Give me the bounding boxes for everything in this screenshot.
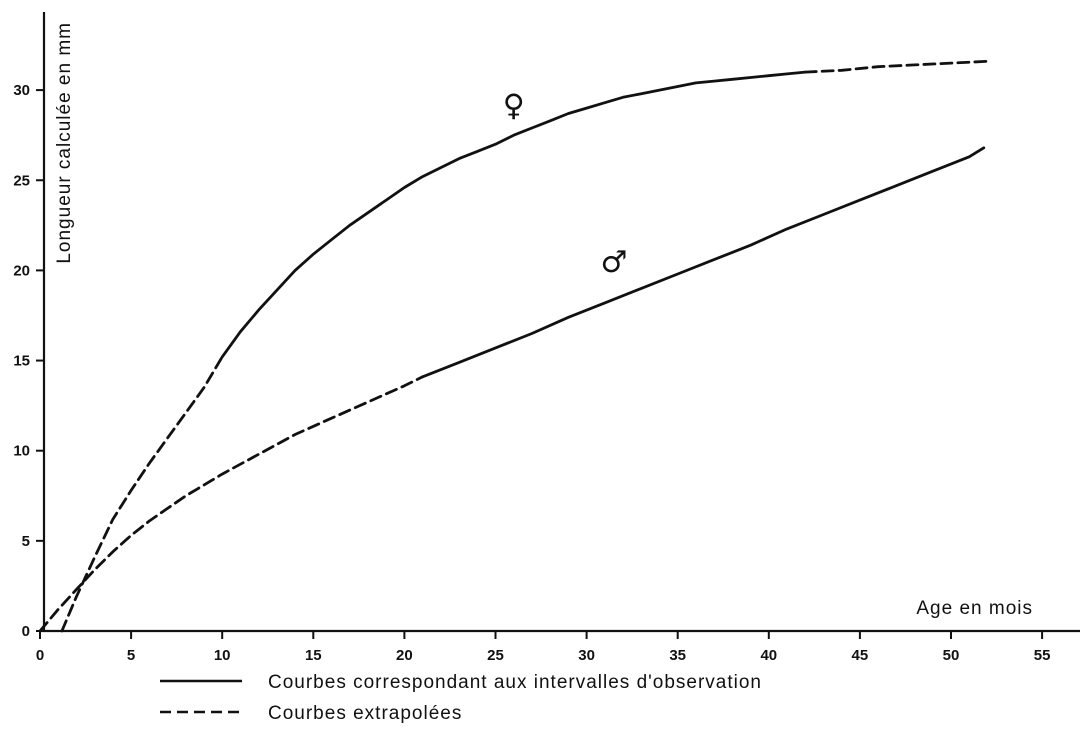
- legend: Courbes correspondant aux intervalles d'…: [160, 672, 762, 724]
- axes: [40, 12, 1080, 633]
- annotations: ♀♂: [503, 88, 628, 280]
- female-curve-dashed-segment-2: [803, 59, 989, 74]
- x-tick-label: 55: [1034, 647, 1051, 664]
- legend-label-extrapolated: Courbes extrapolées: [268, 703, 462, 724]
- y-tick-label: 5: [22, 533, 30, 550]
- male-symbol-label: ♂: [600, 245, 627, 280]
- x-tick-label: 30: [578, 647, 595, 664]
- x-tick-label: 45: [852, 647, 869, 664]
- x-tick-label: 20: [396, 647, 413, 664]
- x-tick-label: 15: [305, 647, 322, 664]
- x-tick-label: 40: [760, 647, 777, 664]
- x-tick-label: 5: [127, 647, 135, 664]
- x-tick-label: 10: [214, 647, 231, 664]
- male-curve-dashed-segment-0: [38, 375, 424, 633]
- curves: [38, 59, 989, 633]
- y-tick-label: 20: [13, 262, 30, 279]
- y-tick-label: 10: [13, 443, 30, 460]
- legend-label-observed: Courbes correspondant aux intervalles d'…: [268, 672, 762, 693]
- male-curve-solid-segment-1: [421, 146, 986, 379]
- female-curve-solid-segment-1: [220, 70, 807, 359]
- x-axis-title: Age en mois: [916, 598, 1033, 619]
- x-tick-label: 25: [487, 647, 504, 664]
- y-tick-label: 15: [13, 353, 30, 370]
- ticks: 0 5 10 15 20 25 30 35 40 45 50 55 0 5 10 15 20 25 30: [13, 82, 1050, 664]
- x-tick-label: 50: [943, 647, 960, 664]
- female-curve-dashed-segment-0: [60, 355, 224, 633]
- x-tick-label: 0: [36, 647, 44, 664]
- y-axis-title: Longueur calculée en mm: [54, 22, 75, 264]
- y-tick-label: 25: [13, 172, 30, 189]
- y-tick-label: 0: [22, 623, 30, 640]
- female-symbol-label: ♀: [503, 88, 525, 123]
- x-tick-label: 35: [669, 647, 686, 664]
- y-tick-label: 30: [13, 82, 30, 99]
